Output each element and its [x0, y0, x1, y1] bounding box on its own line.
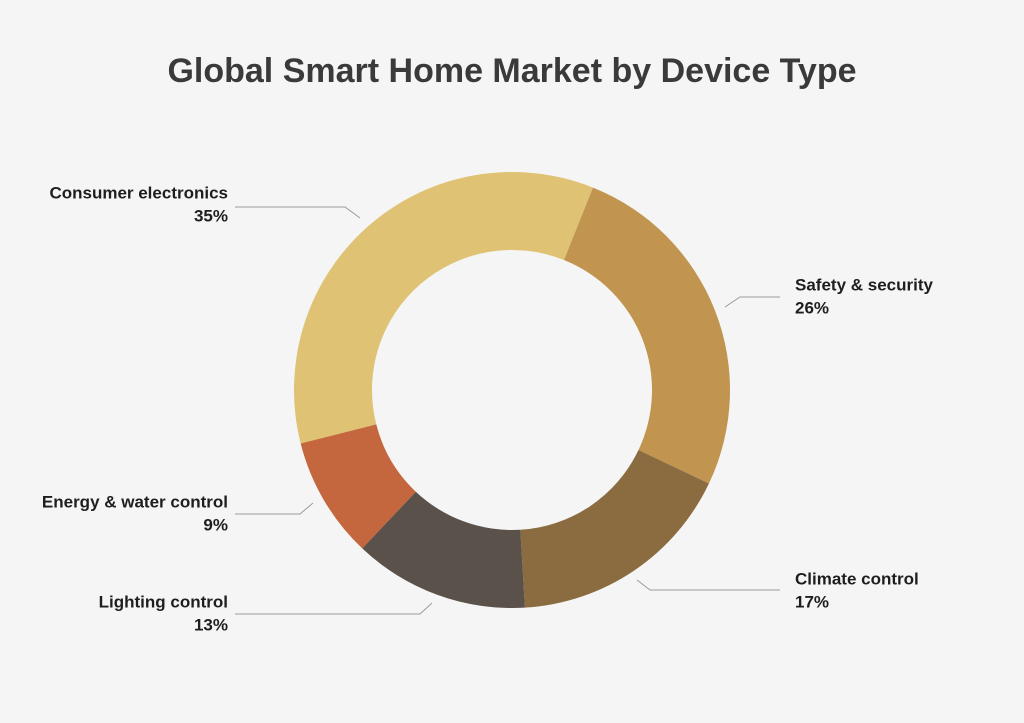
- slice-label: Safety & security: [795, 275, 933, 294]
- donut-slice: [300, 424, 416, 549]
- slice-label: Lighting control: [99, 592, 228, 611]
- leader-line: [235, 502, 314, 515]
- slice-label: Consumer electronics: [49, 183, 228, 202]
- slice-value-label: 13%: [194, 615, 228, 634]
- donut-slice: [362, 491, 525, 608]
- slice-label: Energy & water control: [42, 492, 228, 511]
- leader-line: [724, 296, 780, 308]
- slice-value-label: 35%: [194, 206, 228, 225]
- donut-slice: [563, 187, 731, 484]
- chart-title: Global Smart Home Market by Device Type: [167, 52, 856, 90]
- slice-value-label: 9%: [203, 515, 228, 534]
- leader-line: [235, 602, 433, 615]
- slice-value-label: 26%: [795, 298, 829, 317]
- donut-slice: [520, 450, 709, 608]
- leader-line: [636, 579, 780, 591]
- donut-slice: [294, 171, 593, 444]
- slice-label: Climate control: [795, 569, 919, 588]
- leader-line: [235, 206, 361, 219]
- slice-value-label: 17%: [795, 592, 829, 611]
